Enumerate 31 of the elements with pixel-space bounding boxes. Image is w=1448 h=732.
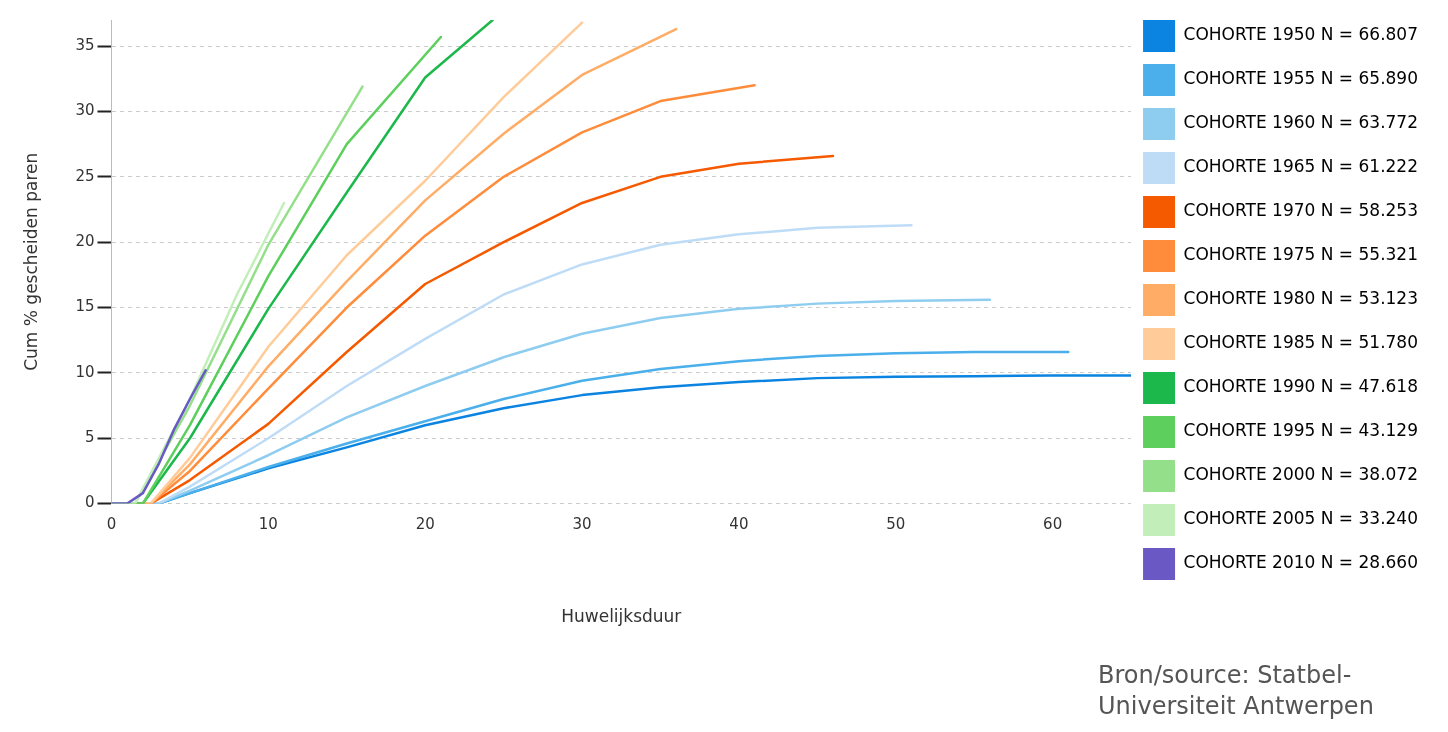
legend-label: COHORTE 1995 N = 43.129 xyxy=(1183,420,1419,441)
y-tick-label: 10 xyxy=(75,362,95,381)
legend-label: COHORTE 1950 N = 66.807 xyxy=(1183,24,1419,45)
x-tick-label: 20 xyxy=(415,515,435,534)
y-tick-label: 15 xyxy=(75,297,95,316)
x-tick-label: 30 xyxy=(572,515,592,534)
legend-label: COHORTE 1955 N = 65.890 xyxy=(1183,68,1419,89)
legend-label: COHORTE 2005 N = 33.240 xyxy=(1183,508,1419,529)
text: Bron/source: Statbel-Universiteit Antwerpen xyxy=(1098,659,1375,722)
x-tick-label: 10 xyxy=(258,515,278,534)
legend-label: COHORTE 1980 N = 53.123 xyxy=(1183,288,1419,309)
y-tick-label: 30 xyxy=(75,101,95,120)
y-tick-label: 0 xyxy=(84,493,95,512)
y-tick-label: 20 xyxy=(75,232,95,251)
legend-label: COHORTE 2010 N = 28.660 xyxy=(1183,552,1419,573)
legend-label: COHORTE 1960 N = 63.772 xyxy=(1183,112,1419,133)
legend-label: COHORTE 1975 N = 55.321 xyxy=(1183,244,1419,265)
x-tick-label: 0 xyxy=(106,515,117,534)
y-tick-label: 35 xyxy=(75,36,95,55)
x-axis-title: Huwelijksduur xyxy=(561,606,682,627)
y-axis-title: Cum % gescheiden paren xyxy=(20,152,41,371)
legend-label: COHORTE 2000 N = 38.072 xyxy=(1183,464,1419,485)
x-tick-label: 60 xyxy=(1043,515,1063,534)
x-tick-label: 50 xyxy=(886,515,906,534)
x-tick-label: 40 xyxy=(729,515,749,534)
y-tick-label: 5 xyxy=(84,428,95,447)
legend-label: COHORTE 1985 N = 51.780 xyxy=(1183,332,1419,353)
y-tick-label: 25 xyxy=(75,166,95,185)
legend-label: COHORTE 1965 N = 61.222 xyxy=(1183,156,1419,177)
legend-label: COHORTE 1990 N = 47.618 xyxy=(1183,376,1419,397)
legend-label: COHORTE 1970 N = 58.253 xyxy=(1183,200,1419,221)
